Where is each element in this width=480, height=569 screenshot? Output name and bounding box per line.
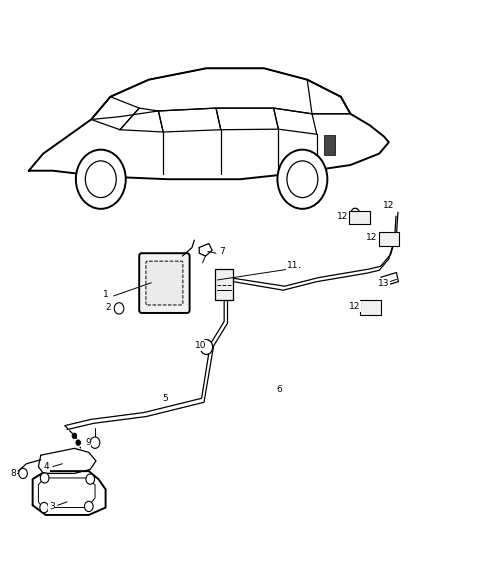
Text: 12: 12: [366, 233, 378, 242]
Text: 11: 11: [287, 261, 299, 270]
Circle shape: [351, 208, 360, 218]
Text: 5: 5: [163, 394, 168, 403]
Text: 12: 12: [336, 212, 348, 221]
Circle shape: [90, 437, 100, 448]
Circle shape: [86, 474, 95, 484]
FancyBboxPatch shape: [360, 300, 381, 315]
Text: 2: 2: [105, 303, 111, 312]
Bar: [215, 269, 233, 300]
Text: 8: 8: [10, 469, 16, 478]
FancyBboxPatch shape: [146, 261, 183, 305]
Text: 1: 1: [103, 290, 108, 299]
Text: 10: 10: [195, 341, 206, 350]
Circle shape: [19, 468, 27, 479]
Circle shape: [76, 150, 126, 209]
Text: 12: 12: [383, 201, 395, 211]
Circle shape: [277, 150, 327, 209]
Circle shape: [84, 501, 93, 512]
Circle shape: [76, 440, 81, 446]
Text: 3: 3: [49, 502, 55, 511]
Circle shape: [72, 433, 77, 439]
Circle shape: [85, 161, 116, 197]
Circle shape: [287, 161, 318, 197]
Circle shape: [114, 303, 124, 314]
Text: 12: 12: [348, 302, 360, 311]
Circle shape: [200, 340, 213, 354]
Text: 7: 7: [219, 247, 225, 256]
Text: 6: 6: [276, 385, 282, 394]
FancyBboxPatch shape: [349, 211, 370, 224]
Bar: [324, 135, 335, 155]
FancyBboxPatch shape: [379, 232, 399, 246]
Circle shape: [40, 473, 49, 483]
FancyBboxPatch shape: [139, 253, 190, 313]
Text: 9: 9: [85, 438, 91, 447]
Text: 13: 13: [378, 279, 390, 288]
Text: 4: 4: [44, 462, 49, 471]
Circle shape: [40, 502, 48, 513]
